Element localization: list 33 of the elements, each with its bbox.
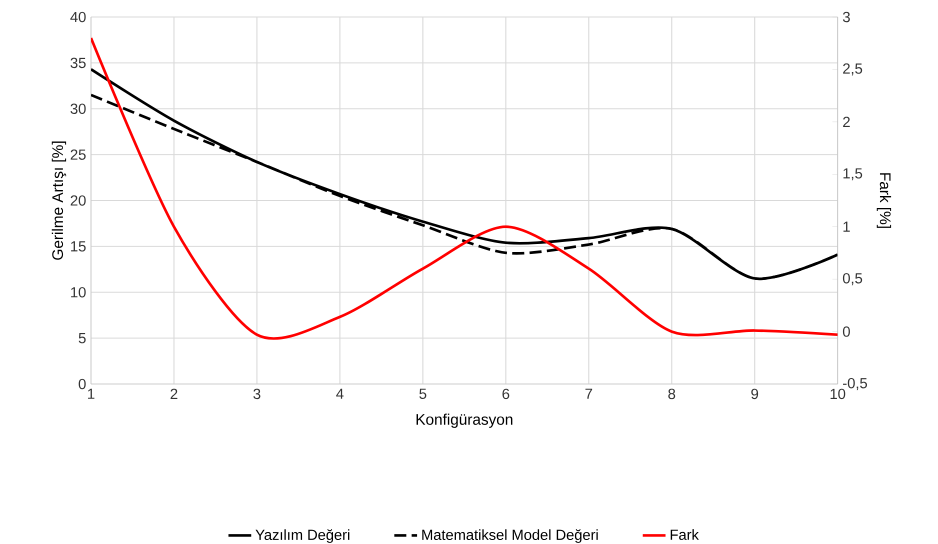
x-tick-label: 7 bbox=[585, 388, 592, 399]
x-axis-title: Konfigürasyon bbox=[416, 414, 512, 428]
y2-tick-label: 2,5 bbox=[843, 63, 862, 76]
x-tick-label: 8 bbox=[668, 388, 676, 400]
legend-label: Yazılım Değeri bbox=[256, 529, 350, 543]
x-tick-label: 9 bbox=[751, 388, 758, 400]
legend-label: Fark bbox=[670, 529, 699, 540]
x-tick-label: 5 bbox=[419, 388, 426, 399]
y2-tick-label: 2 bbox=[843, 116, 850, 127]
y-tick-label: 5 bbox=[78, 333, 86, 344]
y2-tick-label: 3 bbox=[842, 12, 850, 22]
y-tick-label: 35 bbox=[70, 58, 86, 68]
x-tick-label: 3 bbox=[253, 388, 260, 400]
y-tick-label: 30 bbox=[70, 104, 86, 114]
y2-tick-label: 0 bbox=[842, 326, 850, 337]
y-axis-title: Gerilme Artışı [%] bbox=[52, 142, 66, 260]
x-tick-label: 6 bbox=[502, 388, 510, 400]
y-tick-label: 15 bbox=[71, 241, 86, 252]
x-tick-label: 1 bbox=[88, 388, 94, 399]
y-tick-label: 20 bbox=[70, 195, 86, 206]
y2-tick-label: 1,5 bbox=[843, 168, 862, 180]
y2-axis-title: Fark [%] bbox=[876, 173, 892, 228]
x-tick-label: 4 bbox=[336, 388, 344, 399]
y-tick-label: 0 bbox=[78, 378, 86, 390]
y-tick-label: 10 bbox=[71, 287, 86, 298]
x-tick-label: 10 bbox=[830, 388, 846, 400]
y2-tick-label: 0,5 bbox=[842, 273, 862, 286]
y2-tick-label: 1 bbox=[843, 222, 850, 232]
y2-tick-label: -0,5 bbox=[843, 378, 868, 390]
y-tick-label: 40 bbox=[70, 12, 86, 22]
legend-label: Matematiksel Model Değeri bbox=[422, 529, 598, 543]
x-tick-label: 2 bbox=[170, 388, 178, 399]
y-tick-label: 25 bbox=[70, 149, 86, 160]
